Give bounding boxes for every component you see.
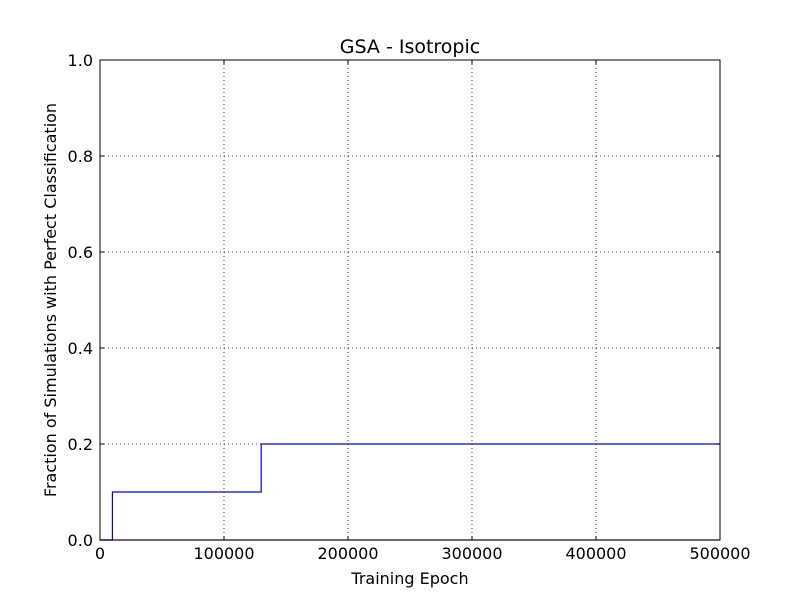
x-tick-label: 500000: [689, 544, 750, 563]
plot-area-frame: [99, 59, 721, 541]
x-axis-label: Training Epoch: [350, 569, 468, 588]
plot-area-background: [100, 60, 720, 540]
x-tick-label: 100000: [193, 544, 254, 563]
y-tick-label: 1.0: [68, 51, 93, 70]
x-tick-label: 200000: [317, 544, 378, 563]
y-tick-label: 0.0: [68, 531, 93, 550]
y-tick-label: 0.8: [68, 147, 93, 166]
y-tick-label: 0.4: [68, 339, 93, 358]
x-tick-label: 400000: [565, 544, 626, 563]
y-axis-label: Fraction of Simulations with Perfect Cla…: [41, 103, 60, 497]
axis-ticks: [99, 59, 721, 541]
y-tick-label: 0.6: [68, 243, 93, 262]
x-tick-labels: 0 100000 200000 300000 400000 500000: [95, 544, 751, 563]
x-tick-label: 300000: [441, 544, 502, 563]
x-tick-label: 0: [95, 544, 105, 563]
y-tick-label: 0.2: [68, 435, 93, 454]
y-tick-labels: 0.0 0.2 0.4 0.6 0.8 1.0: [68, 51, 93, 550]
chart-title: GSA - Isotropic: [340, 36, 480, 58]
